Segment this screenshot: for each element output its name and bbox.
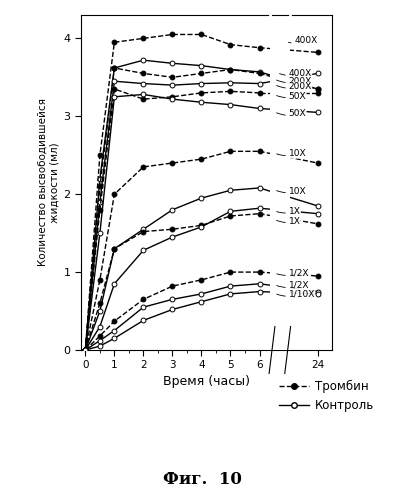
Text: 200X: 200X xyxy=(277,76,312,86)
X-axis label: Время (часы): Время (часы) xyxy=(163,374,250,388)
Text: 400X: 400X xyxy=(288,36,318,45)
Bar xyxy=(270,15,290,350)
Text: 50X: 50X xyxy=(277,110,306,118)
Text: 50X: 50X xyxy=(277,92,306,100)
Text: 200X: 200X xyxy=(277,82,312,91)
Text: 10X: 10X xyxy=(277,186,306,196)
Text: 1/2X: 1/2X xyxy=(277,281,309,290)
Text: 400X: 400X xyxy=(279,69,312,78)
Text: Фиг.  10: Фиг. 10 xyxy=(163,472,242,488)
Text: 1/10X: 1/10X xyxy=(277,290,315,298)
Text: 1/2X: 1/2X xyxy=(277,268,309,278)
Text: 1X: 1X xyxy=(277,217,301,226)
Text: 10X: 10X xyxy=(277,149,306,158)
Text: 1X: 1X xyxy=(277,207,301,216)
Y-axis label: Количество высвободившейся
жидкости (мл): Количество высвободившейся жидкости (мл) xyxy=(38,98,59,266)
Legend: Тромбин, Контроль: Тромбин, Контроль xyxy=(275,375,379,416)
